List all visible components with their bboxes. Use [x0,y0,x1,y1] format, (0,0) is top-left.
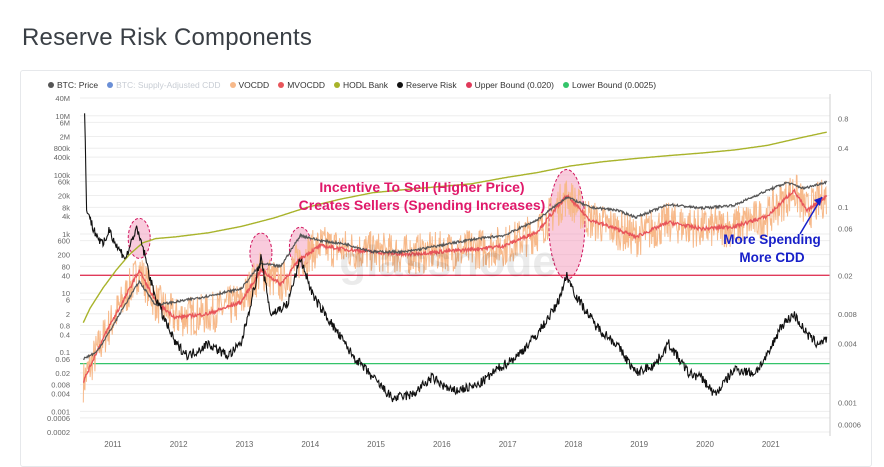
left-axis-tick: 6 [66,296,70,305]
page-title: Reserve Risk Components [22,24,313,51]
right-axis-tick: 0.8 [838,115,848,124]
legend-dot [562,82,569,88]
right-axis-tick: 0.0006 [838,420,861,429]
x-axis-tick: 2013 [236,440,254,449]
left-axis-tick: 0.1 [60,348,70,357]
left-axis-tick: 200 [57,251,70,260]
legend-item[interactable]: BTC: Price [48,78,98,92]
right-axis-tick: 0.06 [838,225,853,234]
left-axis-tick: 0.0006 [47,414,70,423]
series-btc-price [83,180,828,361]
highlight-region [249,232,273,274]
annotation-incentive-line1: Incentive To Sell (Higher Price) [319,179,524,195]
x-axis-tick: 2020 [696,440,714,449]
legend-dot [107,82,114,88]
legend-item[interactable]: Upper Bound (0.020) [465,78,554,92]
left-axis-tick: 100k [54,171,71,180]
legend-item[interactable]: Reserve Risk [397,78,457,92]
right-axis-tick: 0.4 [838,144,848,153]
x-axis-tick: 2019 [630,440,648,449]
x-axis-tick: 2021 [762,440,780,449]
x-axis-tick: 2018 [565,440,583,449]
series-hodl-bank [82,131,827,323]
annotation-spending-line1: More Spending [723,232,821,247]
legend-label: Lower Bound (0.0025) [571,80,657,90]
legend-item[interactable]: MVOCDD [278,78,325,92]
left-axis-tick: 0.004 [51,390,70,399]
legend-item[interactable]: Lower Bound (0.0025) [562,78,657,92]
left-axis-tick: 6M [60,118,70,127]
left-axis-tick: 2M [60,132,70,141]
left-axis-tick: 60k [58,177,70,186]
legend-dot [278,82,285,88]
left-axis-tick: 40M [55,94,70,103]
legend-label: MVOCDD [287,80,325,90]
annotation-incentive-line2: Creates Sellers (Spending Increases) [299,197,546,213]
legend-item[interactable]: VOCDD [229,78,270,92]
left-axis-tick: 800k [54,144,71,153]
legend-dot [229,82,236,88]
legend-label: HODL Bank [342,80,389,90]
left-axis-tick: 8k [62,203,70,212]
legend-dot [48,82,54,88]
left-axis-tick: 0.02 [55,369,70,378]
left-axis-tick: 0.8 [60,322,70,331]
annotation-spending-line2: More CDD [739,250,805,265]
left-axis-tick: 80 [62,262,70,271]
x-axis-tick: 2015 [367,440,385,449]
x-axis-tick: 2017 [499,440,517,449]
left-axis-tick: 1k [62,230,70,239]
legend-label: BTC: Supply-Adjusted CDD [116,80,221,90]
series-vocdd [82,174,827,403]
chart-legend: BTC: Price BTC: Supply-Adjusted CDD VOCDD M… [48,78,665,92]
left-axis-tick: 2 [66,310,70,319]
right-axis-tick: 0.001 [838,399,857,408]
left-axis-tick: 10M [55,112,70,121]
legend-dot [397,82,404,88]
left-axis-tick: 0.0002 [47,428,70,437]
legend-label: BTC: Price [57,80,99,90]
right-axis-tick: 0.004 [838,340,857,349]
legend-dot [333,82,340,88]
legend-item[interactable]: HODL Bank [333,78,389,92]
legend-label: VOCDD [238,80,270,90]
left-axis-tick: 0.4 [60,330,70,339]
left-axis-tick: 0.008 [51,381,70,390]
left-axis-tick: 10 [62,289,70,298]
right-axis-tick: 0.1 [838,203,848,212]
x-axis-tick: 2016 [433,440,451,449]
left-axis-tick: 600 [57,237,70,246]
legend-dot [465,82,472,88]
x-axis-tick: 2012 [170,440,188,449]
series-mvocdd [82,188,828,383]
watermark: glassnode [339,237,557,286]
right-axis-tick: 0.02 [838,271,853,280]
left-axis-tick: 20k [58,192,70,201]
left-axis-tick: 0.001 [51,407,70,416]
legend-item[interactable]: BTC: Supply-Adjusted CDD [107,78,221,92]
right-axis-tick: 0.008 [838,310,857,319]
legend-label: Reserve Risk [406,80,457,90]
left-axis-tick: 4k [62,212,70,221]
left-axis-tick: 400k [54,153,71,162]
x-axis-tick: 2014 [301,440,319,449]
x-axis-tick: 2011 [104,440,122,449]
annotation-arrowhead [814,197,822,206]
series-reserve-risk [84,113,828,403]
left-axis-tick: 40 [62,271,70,280]
left-axis-tick: 0.06 [55,355,70,364]
legend-label: Upper Bound (0.020) [474,80,554,90]
